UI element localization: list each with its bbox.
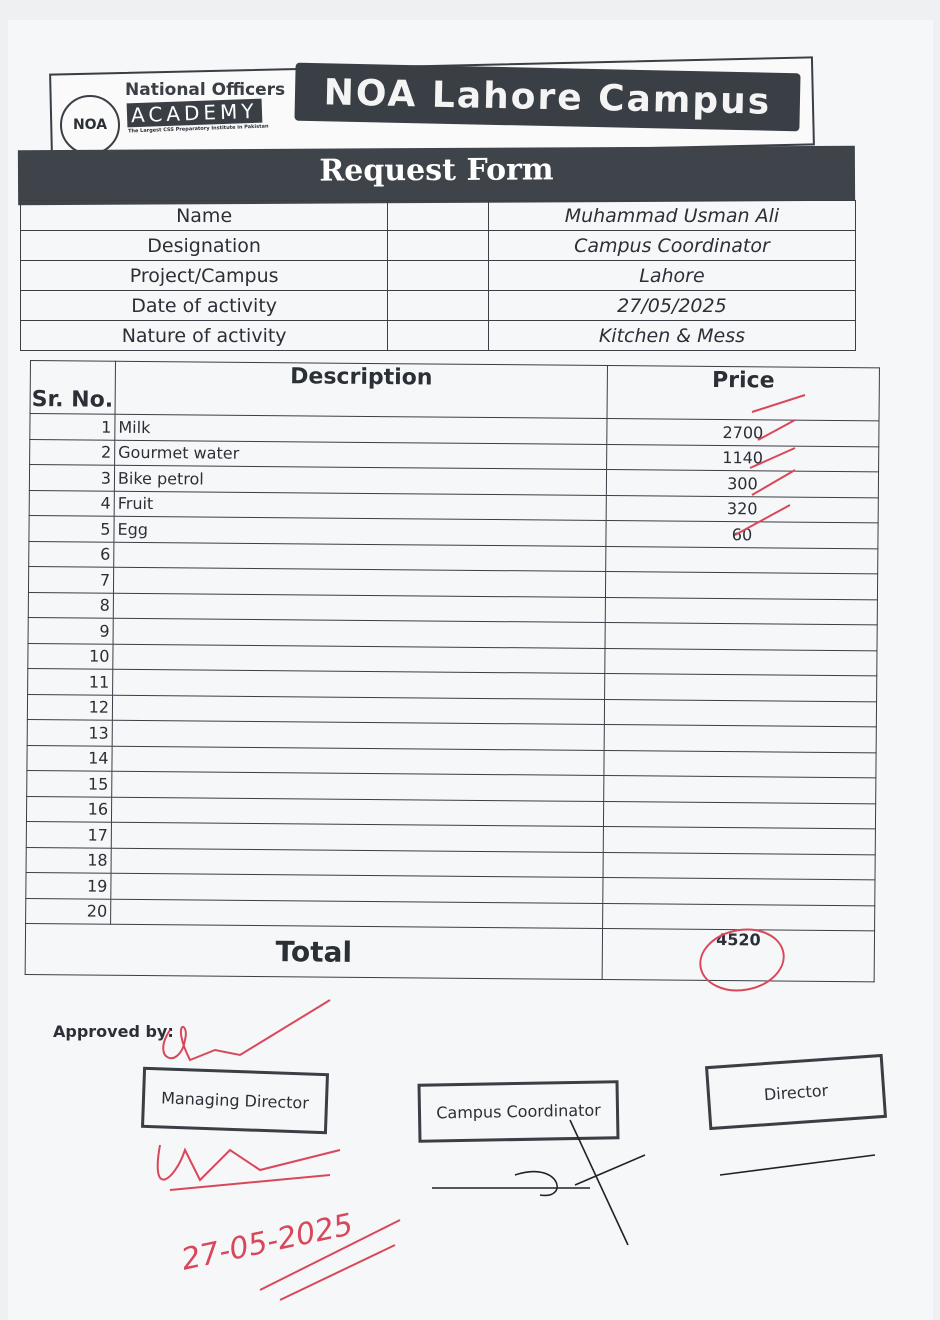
info-label: Nature of activity — [19, 320, 389, 351]
seal-text: NOA — [72, 117, 108, 133]
info-label: Name — [19, 200, 389, 231]
coordinator-signature — [432, 1119, 876, 1246]
info-spacer — [387, 290, 489, 321]
info-value: Muhammad Usman Ali — [487, 200, 857, 231]
info-row: Date of activity 27/05/2025 — [19, 290, 857, 321]
info-value: Lahore — [487, 260, 857, 291]
info-value: Campus Coordinator — [487, 230, 857, 261]
price-tick-marks — [156, 394, 806, 1301]
info-value: 27/05/2025 — [487, 290, 857, 321]
logo-line1: National Officers — [125, 80, 286, 100]
info-row: Nature of activity Kitchen & Mess — [19, 320, 857, 351]
info-row: Name Muhammad Usman Ali — [19, 200, 857, 231]
info-value: Kitchen & Mess — [487, 320, 857, 351]
info-label: Date of activity — [19, 290, 389, 321]
info-spacer — [387, 200, 489, 231]
info-spacer — [387, 320, 489, 351]
approved-by-label: Approved by: — [53, 1022, 174, 1041]
info-row: Project/Campus Lahore — [19, 260, 857, 291]
info-table: Name Muhammad Usman Ali Designation Campus … — [19, 200, 857, 351]
info-row: Designation Campus Coordinator — [19, 230, 857, 261]
info-label: Designation — [19, 230, 389, 261]
